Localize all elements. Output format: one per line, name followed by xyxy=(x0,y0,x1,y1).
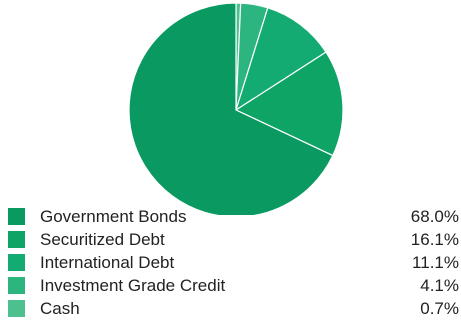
legend-label: Investment Grade Credit xyxy=(40,275,226,295)
pie-slice-international-debt xyxy=(234,7,327,112)
legend-value: 16.1% xyxy=(410,229,459,249)
pie-slice-securitized-debt xyxy=(234,51,344,157)
pie-chart xyxy=(128,2,344,215)
legend-value: 68.0% xyxy=(410,206,459,226)
legend-swatch xyxy=(8,300,25,317)
legend-value: 0.7% xyxy=(420,298,459,318)
legend-value: 4.1% xyxy=(420,275,459,295)
legend-item-international-debt: International Debt 11.1% xyxy=(8,251,459,274)
legend-swatch xyxy=(8,231,25,248)
legend-swatch xyxy=(8,277,25,294)
legend-item-government-bonds: Government Bonds 68.0% xyxy=(8,205,459,228)
legend-swatch xyxy=(8,254,25,271)
pie-slice-government-bonds xyxy=(128,2,334,215)
legend-label: Government Bonds xyxy=(40,206,187,226)
legend-label: Cash xyxy=(40,298,80,318)
legend-item-securitized-debt: Securitized Debt 16.1% xyxy=(8,228,459,251)
legend-label: Securitized Debt xyxy=(40,229,165,249)
legend-label: International Debt xyxy=(40,252,175,272)
legend-item-investment-grade-credit: Investment Grade Credit 4.1% xyxy=(8,274,459,297)
legend-item-cash: Cash 0.7% xyxy=(8,297,459,320)
legend-value: 11.1% xyxy=(412,252,459,272)
legend-swatch xyxy=(8,208,25,225)
